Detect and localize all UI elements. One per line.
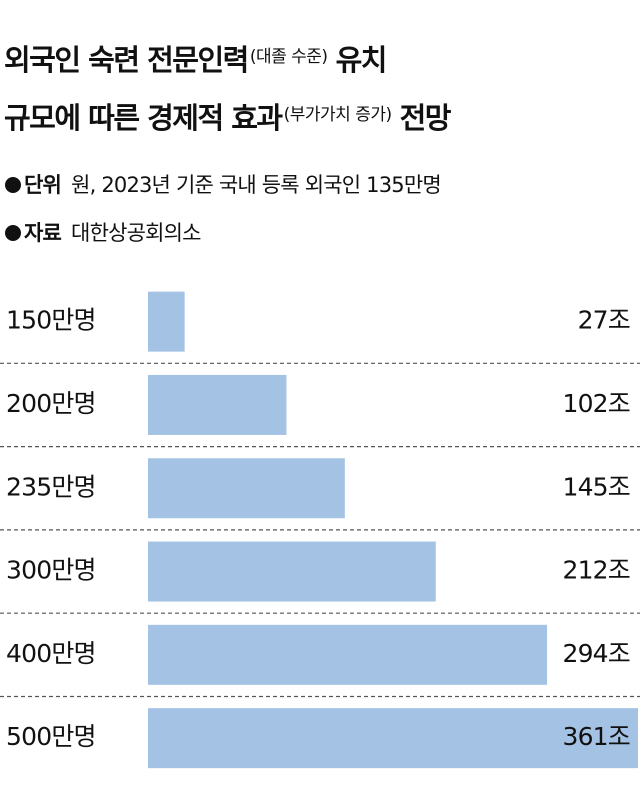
bar: [148, 624, 548, 685]
chart-title: 외국인 숙련 전문인력 (대졸 수준) 유치: [4, 43, 386, 77]
note-label: 단위: [24, 173, 61, 197]
value-label: 361조: [562, 722, 630, 751]
value-label: 145조: [562, 472, 630, 501]
title-part: 유치: [336, 43, 386, 77]
category-label: 500만명: [6, 722, 96, 751]
title-part: 외국인 숙련 전문인력: [4, 43, 248, 77]
category-label: 150만명: [6, 306, 96, 335]
note: 자료 대한상공회의소: [24, 221, 201, 245]
note-label: 자료: [24, 221, 62, 245]
value-label: 102조: [562, 389, 630, 418]
category-label: 400만명: [6, 639, 96, 668]
bar: [148, 374, 287, 435]
title-part: (부가가치 증가): [284, 105, 392, 125]
bar: [148, 458, 345, 519]
bullet: [5, 177, 21, 193]
category-label: 235만명: [6, 472, 96, 501]
title-part: 전망: [400, 101, 452, 135]
title-part: (대졸 수준): [250, 47, 328, 67]
note-text: 대한상공회의소: [71, 221, 201, 245]
note: 단위 원, 2023년 기준 국내 등록 외국인 135만명: [24, 173, 441, 197]
bar: [148, 541, 436, 602]
chart-title: 규모에 따른 경제적 효과 (부가가치 증가) 전망: [4, 101, 452, 135]
bar: [148, 708, 638, 769]
bullet: [5, 225, 21, 241]
value-label: 212조: [562, 556, 630, 585]
note-text: 원, 2023년 기준 국내 등록 외국인 135만명: [71, 173, 441, 197]
category-label: 300만명: [6, 556, 96, 585]
value-label: 294조: [562, 639, 630, 668]
value-label: 27조: [578, 306, 630, 335]
title-part: 규모에 따른 경제적 효과: [4, 101, 283, 135]
category-label: 200만명: [6, 389, 96, 418]
bar: [148, 291, 185, 352]
